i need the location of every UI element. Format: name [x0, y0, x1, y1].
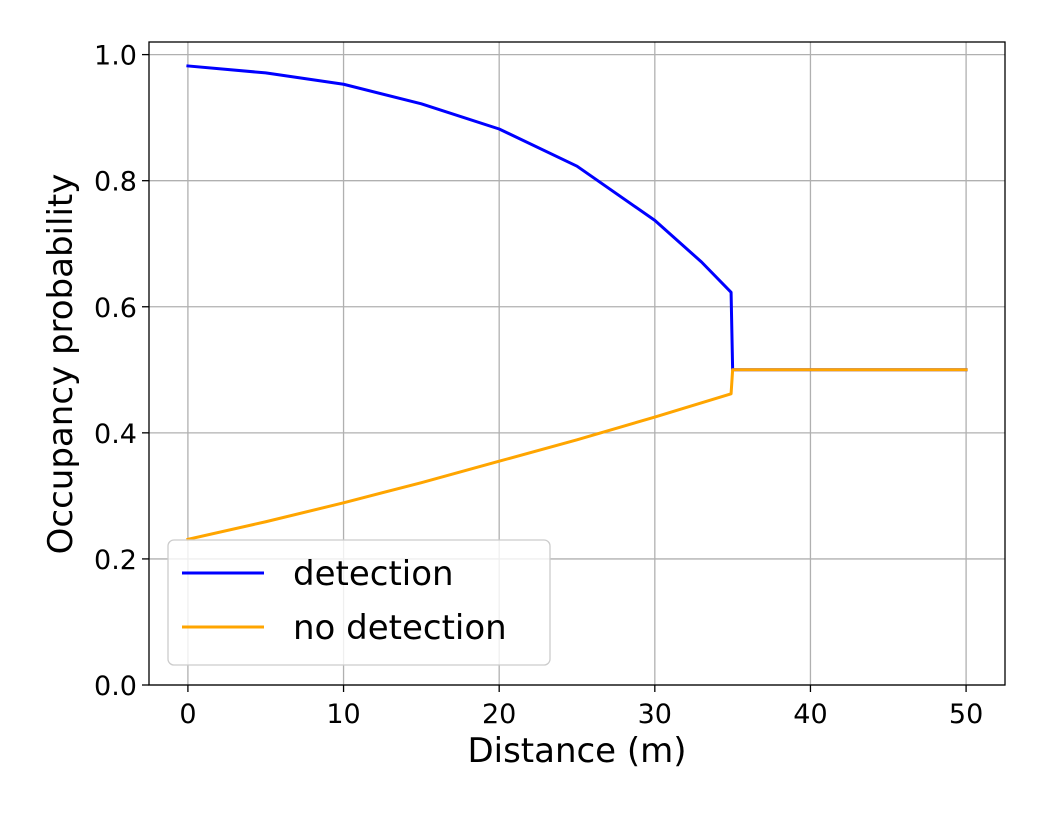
y-axis-title: Occupancy probability: [41, 174, 81, 555]
legend-box: [167, 539, 551, 666]
x-tick-label: 0: [179, 699, 196, 730]
x-tick-label: 30: [638, 699, 672, 730]
x-tick-label: 50: [949, 699, 983, 730]
y-tick-label: 0.2: [94, 545, 137, 576]
y-tick-label: 0.0: [94, 671, 137, 702]
legend-label-no-detection: no detection: [293, 608, 507, 648]
series-layer: [186, 64, 968, 542]
y-tick-label: 0.4: [94, 419, 137, 450]
x-tick-label: 40: [793, 699, 827, 730]
x-axis-title: Distance (m): [467, 731, 686, 771]
plot-frame: [148, 41, 1006, 686]
legend: detection no detection: [167, 539, 551, 666]
x-tick-label: 10: [326, 699, 360, 730]
y-tick-label: 0.8: [94, 167, 137, 198]
x-tick-label: 20: [482, 699, 516, 730]
y-tick-label: 0.6: [94, 293, 137, 324]
y-tick-label: 1.0: [94, 41, 137, 72]
legend-label-detection: detection: [293, 554, 454, 594]
ticks: 0 10 20 30 40 50 0.0 0.2 0.4 0.6 0.8 1.0: [94, 41, 983, 730]
series-line-no-detection: [186, 368, 968, 542]
